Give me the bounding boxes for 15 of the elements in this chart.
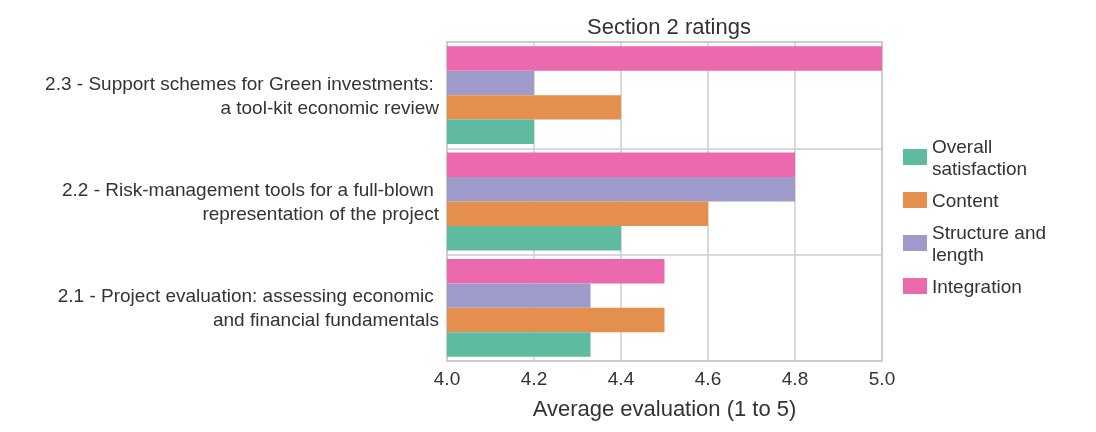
x-tick-label: 4.0 — [433, 368, 461, 389]
x-axis-title: Average evaluation (1 to 5) — [532, 395, 797, 421]
legend-label: Integration — [932, 275, 1022, 297]
legend-label: Content — [932, 189, 1000, 211]
legend-label: Structure and length — [932, 221, 1052, 265]
y-tick-label: 2.2 - Risk-management tools for a full-blown representation of the project — [62, 179, 440, 224]
y-tick-label: 2.3 - Support schemes for Green investments: a tool-kit economic review — [45, 72, 440, 118]
x-tick-label: 4.4 — [607, 368, 635, 389]
chart-title: Section 2 ratings — [587, 13, 751, 39]
x-tick-label: 5.0 — [868, 368, 896, 389]
legend-label: Overall satisfaction — [932, 135, 1028, 179]
x-tick-label: 4.6 — [694, 368, 722, 389]
x-tick-label: 4.8 — [781, 368, 809, 389]
x-tick-label: 4.2 — [520, 368, 548, 389]
y-tick-label: 2.1 - Project evaluation: assessing economic and financial fundamentals — [57, 285, 439, 331]
